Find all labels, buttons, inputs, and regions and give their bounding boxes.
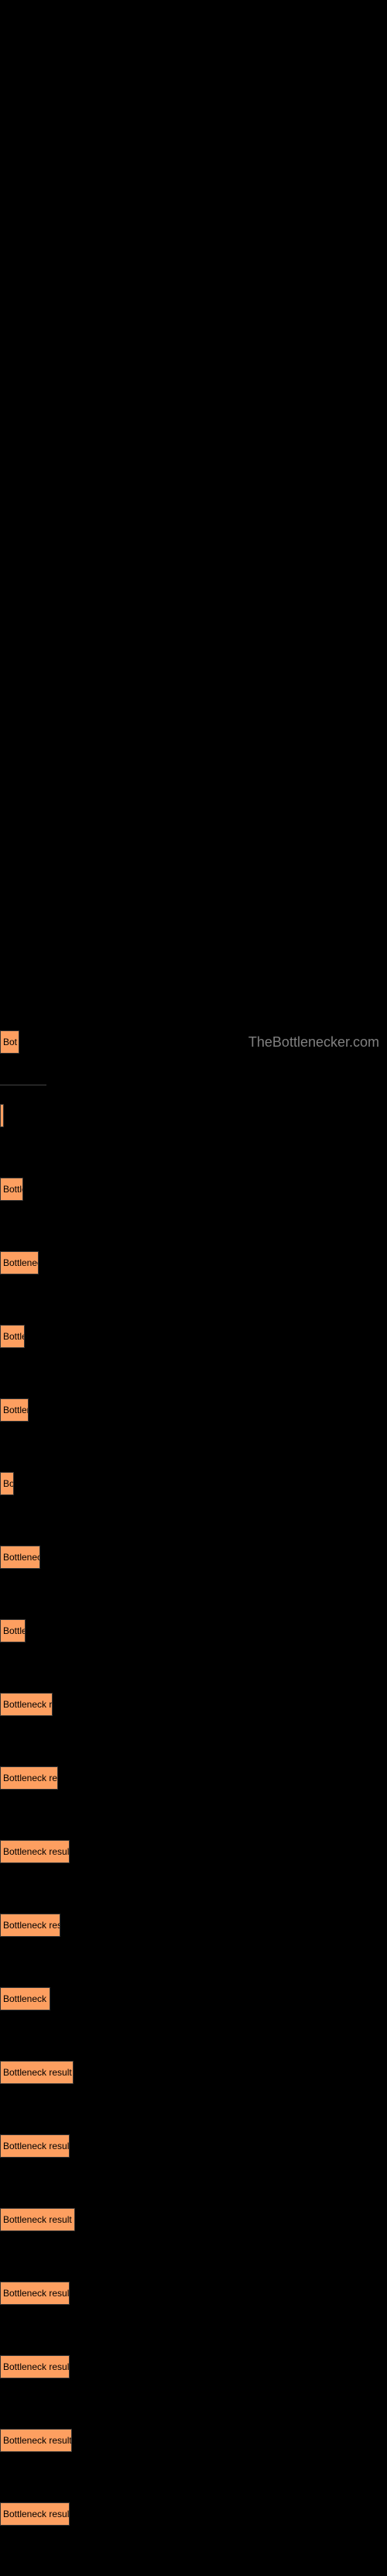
bar-label: Bottleneck result (3, 2141, 70, 2151)
bar: Bottleneck result (0, 2208, 75, 2231)
bar-label: Bottleneck result (3, 2435, 72, 2446)
chart-area: Bot Bottle Bottlenec Bottle Bottler Bo Bottlen… (0, 1030, 387, 2526)
bar-row: Bottle (0, 1619, 387, 1642)
bar-row: Bottleneck result (0, 2355, 387, 2378)
bar-row: Bottleneck result (0, 2208, 387, 2231)
bar-label: Bottle (3, 1184, 23, 1195)
bar-label: Bottleneck result (3, 1846, 70, 1857)
bar-row: Bottleneck result (0, 2282, 387, 2305)
bar-row: Bottlenec (0, 1251, 387, 1274)
bar-row: Bottle (0, 1178, 387, 1201)
bar: Bottleneck result (0, 2355, 70, 2378)
bar-label: Bottleneck result (3, 2067, 72, 2078)
bar-row (0, 1104, 387, 1127)
bar-row: Bottleneck result (0, 1840, 387, 1863)
bar: Bottleneck re (0, 1693, 53, 1716)
bar-row: Bottlenec (0, 1546, 387, 1569)
bar: Bottleneck resu (0, 1914, 60, 1937)
bar-label: Bottleneck res (3, 1773, 58, 1783)
bar-label: Bottleneck result (3, 2361, 70, 2372)
bar-row: Bottler (0, 1398, 387, 1422)
bar-row: Bo (0, 1472, 387, 1495)
bar: Bottlenec (0, 1546, 40, 1569)
bar-label: Bot (3, 1037, 17, 1047)
bar-row: Bottleneck r (0, 1987, 387, 2010)
bar-label: Bo (3, 1478, 14, 1489)
bar: Bottle (0, 1178, 23, 1201)
bar: Bottleneck res (0, 1766, 58, 1790)
bar-label: Bottleneck r (3, 1993, 50, 2004)
bar-row: Bottleneck resu (0, 1914, 387, 1937)
bar-row: Bottle (0, 1325, 387, 1348)
bar-row: Bottleneck result (0, 2134, 387, 2158)
bar-row: Bottleneck result (0, 2061, 387, 2084)
bar: Bottleneck result (0, 2282, 70, 2305)
bar-label: Bottleneck result (3, 2509, 70, 2519)
bar-label: Bottleneck result (3, 2288, 70, 2299)
bar: Bottleneck result (0, 1840, 70, 1863)
bar: Bottleneck r (0, 1987, 50, 2010)
bar-row: Bot (0, 1030, 387, 1054)
bar: Bottler (0, 1398, 29, 1422)
bar: Bottleneck result (0, 2429, 72, 2452)
bar-label: Bottleneck resu (3, 1920, 60, 1931)
bar-label: Bottleneck result (3, 2214, 72, 2225)
bar: Bot (0, 1030, 19, 1054)
bar-label: Bottlenec (3, 1257, 39, 1268)
bar-row: Bottleneck res (0, 1766, 387, 1790)
bar: Bottleneck result (0, 2061, 74, 2084)
bar-row: Bottleneck result (0, 2429, 387, 2452)
bar-label: Bottle (3, 1625, 26, 1636)
bar: Bottleneck result (0, 2134, 70, 2158)
bar: Bo (0, 1472, 14, 1495)
bar-label: Bottle (3, 1331, 25, 1342)
bar-label: Bottlenec (3, 1552, 40, 1563)
bar: Bottle (0, 1619, 26, 1642)
bar-label: Bottleneck re (3, 1699, 53, 1710)
bar: Bottlenec (0, 1251, 39, 1274)
bar: Bottle (0, 1325, 25, 1348)
bar-row: Bottleneck re (0, 1693, 387, 1716)
bar (0, 1104, 4, 1127)
bar: Bottleneck result (0, 2502, 70, 2526)
bar-row: Bottleneck result (0, 2502, 387, 2526)
bar-label: Bottler (3, 1405, 29, 1415)
